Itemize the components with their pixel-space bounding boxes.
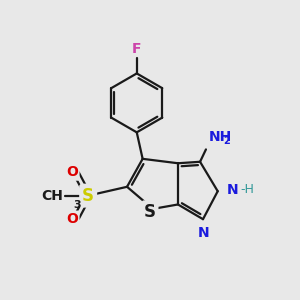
Text: O: O	[66, 165, 78, 179]
Text: 3: 3	[73, 200, 80, 210]
Text: F: F	[132, 42, 142, 56]
Text: CH: CH	[41, 189, 63, 202]
Text: -H: -H	[241, 183, 255, 196]
Text: S: S	[82, 187, 94, 205]
Text: S: S	[144, 203, 156, 221]
Text: 2: 2	[223, 136, 230, 146]
Text: NH: NH	[209, 130, 232, 144]
Text: O: O	[66, 212, 78, 226]
Text: N: N	[226, 183, 238, 197]
Text: N: N	[198, 226, 209, 240]
